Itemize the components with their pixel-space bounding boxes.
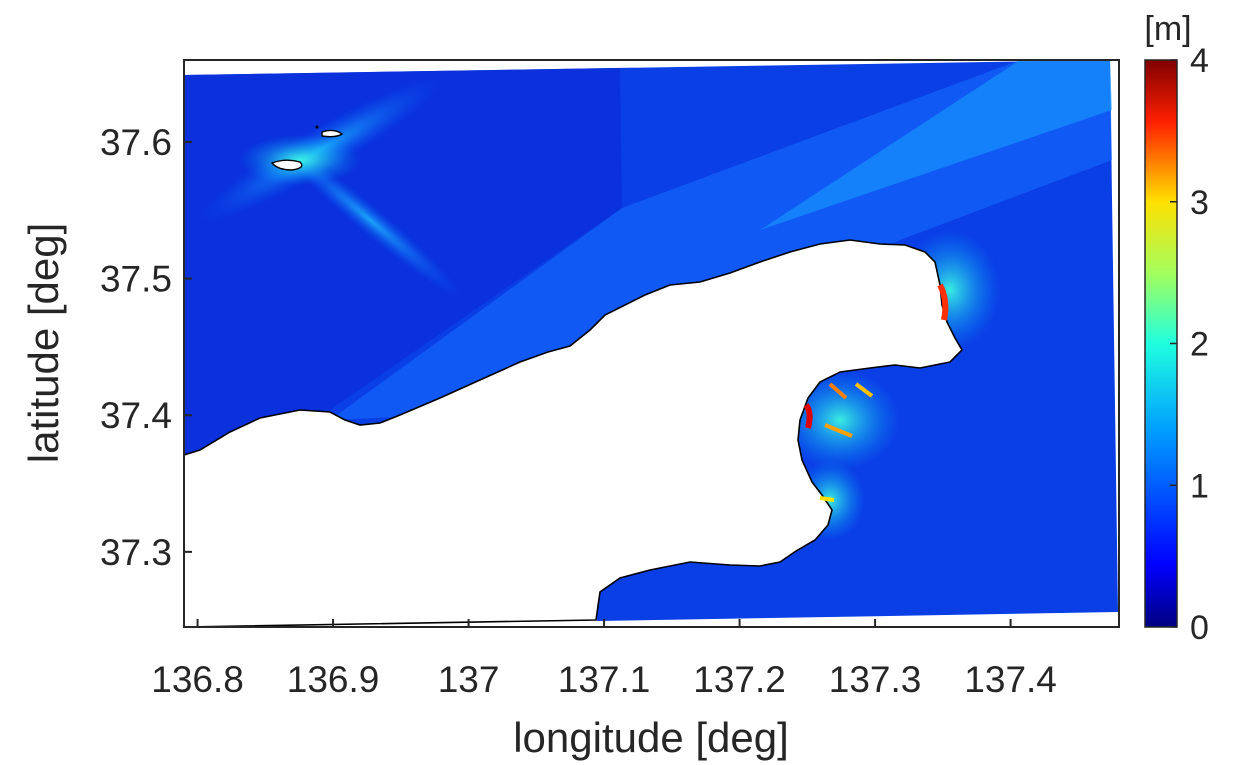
colorbar-tick-label: 2 <box>1190 326 1209 364</box>
x-tick-label: 137.1 <box>558 659 651 700</box>
hotspot-yellow <box>819 496 835 502</box>
y-tick-label: 37.5 <box>100 259 172 300</box>
islet <box>315 125 319 129</box>
axes-frame <box>183 59 1120 628</box>
ocean-bright-band <box>760 60 1112 230</box>
y-axis-label: latitude [deg] <box>20 223 67 464</box>
x-tick-label: 137.4 <box>964 659 1057 700</box>
x-axis: 136.8 136.9 137 137.1 137.2 137.3 137.4 <box>151 619 1057 700</box>
wave-height-field <box>184 60 1118 627</box>
island <box>270 159 303 171</box>
colorbar-tick-label: 3 <box>1190 184 1209 222</box>
colorbar-tick-label: 4 <box>1190 42 1209 80</box>
colorbar-tick-label: 1 <box>1190 467 1209 505</box>
hotspot-red <box>937 283 949 321</box>
y-tick-label: 37.3 <box>100 532 172 573</box>
colorbar-tick-label: 0 <box>1190 609 1209 647</box>
hotspot-orange <box>824 423 853 438</box>
hotspot-red <box>803 403 813 429</box>
colorbar-unit: [m] <box>1144 10 1191 48</box>
x-tick-label: 137 <box>438 659 500 700</box>
y-tick-label: 37.4 <box>100 395 172 436</box>
colorbar-ticks: 0 1 2 3 4 <box>1170 42 1209 647</box>
x-axis-label: longitude [deg] <box>513 714 789 761</box>
y-axis: 37.3 37.4 37.5 37.6 <box>100 122 192 573</box>
x-tick-label: 137.3 <box>829 659 922 700</box>
y-tick-label: 37.6 <box>100 122 172 163</box>
x-tick-label: 136.9 <box>287 659 380 700</box>
x-tick-label: 136.8 <box>151 659 244 700</box>
hotspot-yellow <box>854 382 874 398</box>
island-glow <box>240 135 360 185</box>
x-tick-label: 137.2 <box>693 659 786 700</box>
island <box>321 129 344 138</box>
hotspot-orange <box>828 382 848 400</box>
